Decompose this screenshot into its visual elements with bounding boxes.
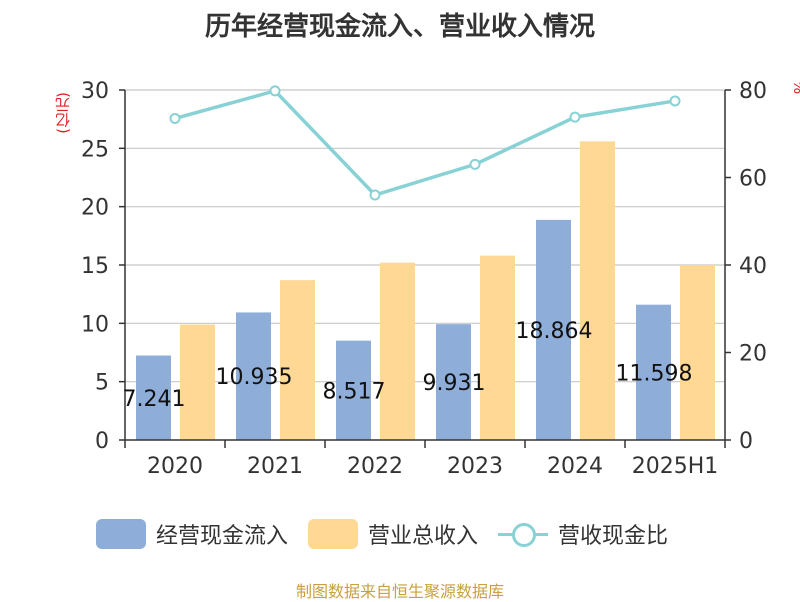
legend-item-revenue[interactable]: 营业总收入 bbox=[308, 518, 478, 550]
left-tick-label: 15 bbox=[81, 254, 109, 279]
x-tick-label: 2022 bbox=[347, 454, 403, 479]
left-tick-label: 5 bbox=[95, 371, 109, 396]
legend-swatch-revenue bbox=[308, 519, 359, 549]
bar-revenue bbox=[280, 280, 315, 440]
bar-cash-inflow bbox=[536, 219, 571, 440]
bar-cash-inflow bbox=[236, 312, 271, 440]
ratio-line bbox=[174, 89, 676, 197]
ratio-point bbox=[369, 189, 381, 201]
right-tick-label: 20 bbox=[739, 342, 767, 367]
data-label-cash-inflow: 18.864 bbox=[516, 319, 593, 344]
data-label-cash-inflow: 9.931 bbox=[423, 371, 486, 396]
data-label-cash-inflow: 7.241 bbox=[123, 387, 186, 412]
left-tick-label: 0 bbox=[95, 429, 109, 454]
legend-label-ratio: 营收现金比 bbox=[558, 524, 669, 549]
data-label-cash-inflow: 10.935 bbox=[216, 365, 293, 390]
bar-cash-inflow bbox=[336, 340, 371, 440]
bar-revenue bbox=[580, 141, 615, 441]
bar-revenue bbox=[680, 265, 715, 440]
bar-revenue bbox=[180, 324, 215, 440]
legend-swatch-ratio bbox=[498, 519, 549, 549]
left-tick-label: 25 bbox=[81, 137, 109, 162]
data-label-cash-inflow: 11.598 bbox=[616, 361, 693, 386]
legend-swatch-cash-inflow bbox=[96, 519, 146, 549]
ratio-point bbox=[169, 112, 181, 124]
legend-item-ratio[interactable]: 营收现金比 bbox=[498, 518, 668, 550]
legend-label-revenue: 营业总收入 bbox=[368, 524, 479, 549]
chart-title: 历年经营现金流入、营业收入情况 bbox=[204, 12, 595, 42]
left-tick-label: 10 bbox=[81, 312, 109, 337]
ratio-point bbox=[469, 158, 481, 170]
bar-revenue bbox=[480, 255, 515, 440]
bar-cash-inflow bbox=[436, 324, 471, 440]
bar-cash-inflow bbox=[636, 304, 671, 440]
ratio-point bbox=[669, 95, 681, 107]
legend: 经营现金流入 营业总收入 营收现金比 bbox=[96, 516, 688, 552]
x-tick-label: 2021 bbox=[247, 454, 303, 479]
data-label-cash-inflow: 8.517 bbox=[323, 379, 386, 404]
right-tick-label: 40 bbox=[739, 254, 767, 279]
ratio-point bbox=[569, 111, 581, 123]
x-tick-label: 2025H1 bbox=[632, 454, 719, 479]
legend-item-cash-inflow[interactable]: 经营现金流入 bbox=[96, 518, 288, 550]
right-tick-label: 60 bbox=[739, 167, 767, 192]
right-axis-unit: % bbox=[790, 80, 800, 95]
source-note: 制图数据来自恒生聚源数据库 bbox=[295, 582, 504, 601]
x-tick-label: 2020 bbox=[147, 454, 203, 479]
x-tick-label: 2023 bbox=[447, 454, 503, 479]
right-tick-label: 0 bbox=[739, 429, 753, 454]
ratio-point bbox=[269, 85, 281, 97]
right-tick-label: 80 bbox=[739, 79, 767, 104]
left-tick-label: 20 bbox=[81, 196, 109, 221]
bar-revenue bbox=[380, 262, 415, 440]
left-tick-label: 30 bbox=[81, 79, 109, 104]
legend-label-cash-inflow: 经营现金流入 bbox=[156, 524, 289, 549]
bar-cash-inflow bbox=[136, 355, 171, 440]
x-tick-label: 2024 bbox=[547, 454, 603, 479]
